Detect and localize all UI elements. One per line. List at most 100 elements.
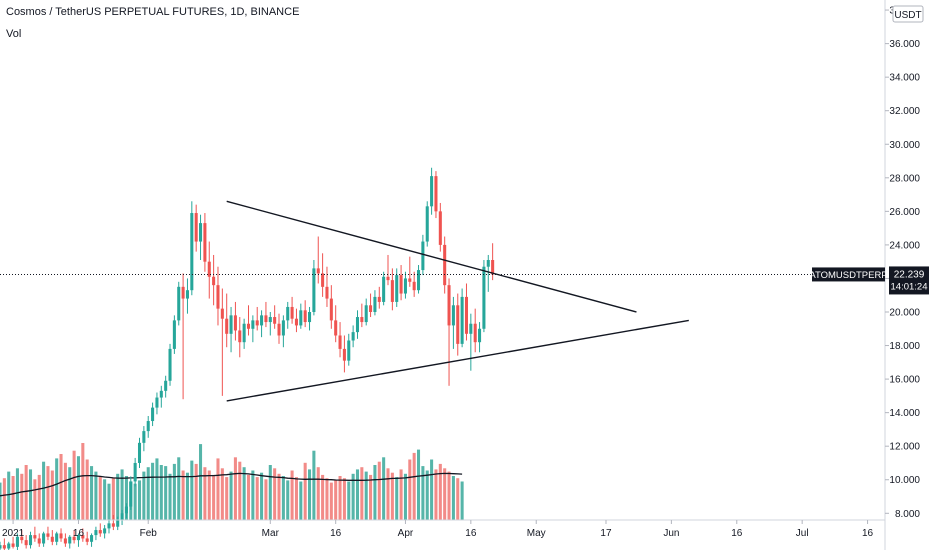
candle-body <box>185 290 189 299</box>
candle-body <box>491 260 495 275</box>
candle-body <box>33 535 37 539</box>
candle-body <box>425 206 429 242</box>
volume-bar <box>94 471 98 520</box>
volume-bar <box>116 473 120 520</box>
candle-body <box>421 241 425 271</box>
volume-bar <box>225 477 229 520</box>
candle-body <box>199 223 203 242</box>
price-tick-label: 18.000 <box>889 341 920 352</box>
candle-body <box>369 305 373 312</box>
price-tick-label: 30.000 <box>889 140 920 151</box>
volume-bar <box>59 454 63 520</box>
candle-body <box>395 275 399 302</box>
candle-body <box>355 317 360 333</box>
volume-bar <box>42 461 46 520</box>
time-tick-label: 16 <box>73 528 85 539</box>
volume-bar <box>181 470 185 520</box>
candle-body <box>42 533 46 544</box>
candle-body <box>137 442 142 463</box>
volume-ma-line <box>0 472 463 497</box>
volume-bar <box>146 467 150 520</box>
candle-body <box>20 536 24 541</box>
volume-bar <box>456 478 460 520</box>
candle-body <box>107 523 111 529</box>
candle-body <box>469 323 473 334</box>
candle-body <box>342 348 346 361</box>
time-tick-label: 17 <box>600 528 612 539</box>
candle-body <box>55 533 59 542</box>
volume-bar <box>451 476 455 520</box>
candle-body <box>386 276 390 281</box>
candle-body <box>382 276 386 302</box>
candle-body <box>11 543 15 547</box>
candle-body <box>438 211 442 245</box>
candle-body <box>443 244 447 286</box>
candle-body <box>177 286 181 321</box>
volume-bar <box>260 472 264 520</box>
volume-bar <box>133 483 137 520</box>
triangle-trendlines[interactable] <box>226 200 689 402</box>
volume-bar <box>15 468 19 520</box>
candle-body <box>364 305 368 323</box>
candle-body <box>124 506 128 514</box>
volume-bar <box>373 465 377 520</box>
bar-countdown: 14:01:24 <box>891 281 928 292</box>
volume-bar <box>412 452 416 520</box>
price-tick-label: 14.000 <box>889 408 920 419</box>
candle-body <box>120 513 124 520</box>
candle-body <box>338 335 342 349</box>
candle-body <box>216 285 220 309</box>
candle-body <box>321 273 325 287</box>
volume-bar <box>216 458 220 520</box>
volume-bar <box>63 462 67 520</box>
volume-bar <box>33 479 37 520</box>
volume-bar <box>312 450 316 520</box>
price-tick-label: 28.000 <box>889 173 920 184</box>
candle-body <box>260 315 264 326</box>
candle-body <box>273 317 277 324</box>
candle-body <box>255 320 259 326</box>
candle-body <box>229 315 233 334</box>
candle-body <box>299 310 303 326</box>
volume-bar <box>342 478 346 520</box>
candle-body <box>303 310 307 323</box>
time-axis[interactable]: 2021 16 Feb Mar 16 Apr 16 May 17 Jun 16 Jul 16 <box>2 520 874 539</box>
candle-body <box>0 545 2 549</box>
volume-bar <box>321 474 325 520</box>
candle-body <box>334 320 338 336</box>
candle-body <box>264 315 268 323</box>
volume-bar <box>351 473 355 520</box>
volume-bar <box>50 470 54 520</box>
trendline-lower <box>226 319 689 402</box>
volume-bar <box>164 466 168 520</box>
volume-bar <box>11 476 15 520</box>
volume-bar <box>246 474 251 520</box>
volume-bar <box>242 467 246 520</box>
candle-body <box>155 397 159 408</box>
candle-body <box>190 213 194 291</box>
volume-bar <box>172 463 176 520</box>
time-tick-label: May <box>527 528 546 539</box>
volume-bar <box>81 443 85 520</box>
time-tick-label: 16 <box>731 528 743 539</box>
price-axis[interactable]: 8.000 10.000 12.000 14.000 16.000 18.000 20.00… <box>885 6 920 520</box>
time-tick-label: Mar <box>262 528 280 539</box>
chart-title: Cosmos / TetherUS PERPETUAL FUTURES, 1D,… <box>6 6 300 18</box>
volume-bar <box>286 480 290 520</box>
volume-bar <box>277 473 281 520</box>
volume-bar <box>55 458 59 520</box>
currency-badge[interactable]: USDT <box>892 5 924 23</box>
volume-bar <box>347 481 351 520</box>
volume-bar <box>85 459 89 520</box>
price-tick-label: 16.000 <box>889 375 920 386</box>
price-tick-label: 10.000 <box>889 475 920 486</box>
volume-bar <box>212 474 216 520</box>
candle-body <box>347 340 351 361</box>
volume-bar <box>430 459 434 520</box>
candle-body <box>373 296 377 312</box>
candle-body <box>290 306 294 319</box>
candle-body <box>478 328 482 343</box>
time-tick-label: 16 <box>465 528 477 539</box>
volume-bar <box>151 462 155 520</box>
